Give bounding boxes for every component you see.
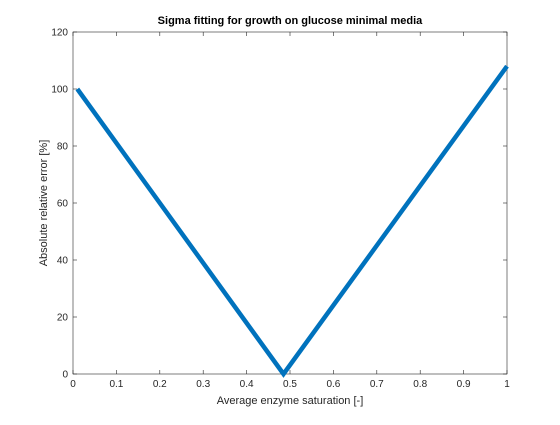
y-tick-label: 120 xyxy=(51,28,68,39)
series-line xyxy=(75,64,509,378)
x-tick-label: 0.9 xyxy=(457,379,471,390)
x-tick-label: 0.8 xyxy=(413,379,427,390)
x-tick-label: 0.2 xyxy=(153,379,167,390)
series-layer xyxy=(75,64,509,378)
chart-title: Sigma fitting for growth on glucose mini… xyxy=(158,15,424,27)
x-tick-label: 0.3 xyxy=(196,379,210,390)
x-tick-label: 0 xyxy=(70,379,76,390)
x-tick-label: 0.5 xyxy=(283,379,297,390)
x-tick-label: 1 xyxy=(504,379,510,390)
x-tick-label: 0.4 xyxy=(240,379,254,390)
y-tick-label: 20 xyxy=(57,313,69,324)
plot-area xyxy=(72,31,508,375)
x-tick-label: 0.7 xyxy=(370,379,384,390)
y-tick-label: 80 xyxy=(57,142,69,153)
y-tick-label: 100 xyxy=(51,85,68,96)
x-axis-label: Average enzyme saturation [-] xyxy=(217,395,364,407)
y-tick-label: 40 xyxy=(57,256,69,267)
y-tick-label: 60 xyxy=(57,199,69,210)
y-tick-label: 0 xyxy=(62,370,68,381)
x-tick-label: 0.1 xyxy=(109,379,123,390)
y-axis-label: Absolute relative error [%] xyxy=(38,140,50,267)
x-axis-ticks: 0 0.1 0.2 0.3 0.4 0.5 0.6 0.7 0.8 0.9 1 xyxy=(70,32,510,390)
x-tick-label: 0.6 xyxy=(326,379,340,390)
y-axis-ticks: 0 20 40 60 80 100 120 xyxy=(51,28,507,381)
